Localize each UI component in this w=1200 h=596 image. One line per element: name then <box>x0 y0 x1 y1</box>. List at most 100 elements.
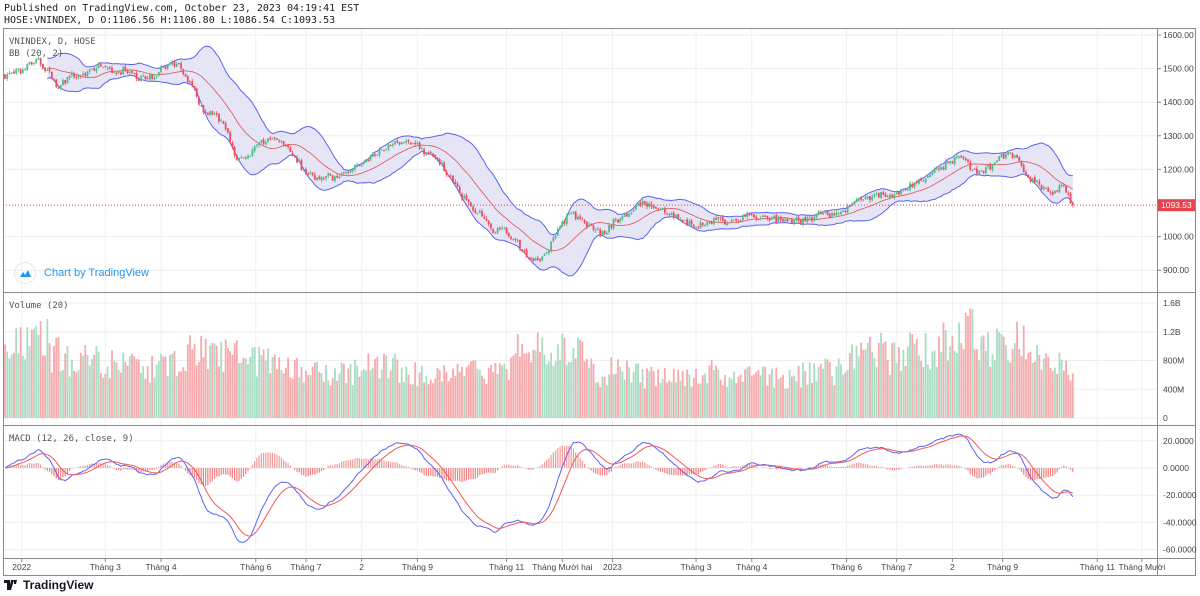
candle <box>891 194 894 197</box>
tradingview-watermark[interactable]: Chart by TradingView <box>14 262 149 284</box>
macd-histogram-bar <box>37 462 40 468</box>
volume-bar <box>929 369 932 418</box>
candle <box>1000 154 1003 157</box>
candle <box>4 74 6 79</box>
candle <box>62 80 64 86</box>
macd-histogram-bar <box>998 466 1000 468</box>
candle <box>708 221 711 223</box>
candle <box>490 223 492 229</box>
candle <box>376 154 379 156</box>
candle <box>844 210 847 213</box>
volume-bar <box>924 332 927 418</box>
volume-bar <box>148 382 151 418</box>
volume-bar <box>619 366 622 418</box>
candle <box>162 66 165 68</box>
macd-histogram-bar <box>949 464 951 468</box>
volume-bar <box>603 376 606 418</box>
volume-bar <box>1031 362 1034 418</box>
macd-histogram-bar <box>849 465 851 468</box>
macd-histogram-bar <box>577 455 579 468</box>
published-info: Published on TradingView.com, October 23… <box>4 3 360 14</box>
macd-histogram-bar <box>191 468 193 477</box>
volume-bar <box>1045 353 1047 418</box>
macd-axis-label: 0.0000 <box>1163 463 1189 473</box>
macd-histogram-bar <box>927 465 929 468</box>
volume-bar <box>307 375 310 418</box>
volume-bar <box>409 384 412 418</box>
volume-bar <box>289 377 292 418</box>
macd-histogram-bar <box>383 460 385 468</box>
macd-histogram-bar <box>1038 468 1040 479</box>
candle <box>523 250 526 252</box>
volume-bar <box>559 359 561 418</box>
candle <box>989 164 992 170</box>
volume-bar <box>846 369 849 418</box>
macd-histogram-bar <box>153 468 155 470</box>
macd-histogram-bar <box>659 468 661 472</box>
candle <box>235 155 238 160</box>
macd-histogram-bar <box>780 468 782 470</box>
candle <box>955 156 958 158</box>
macd-histogram-bar <box>996 468 998 469</box>
candle <box>173 61 176 67</box>
volume-bar <box>271 356 274 418</box>
volume-bar <box>41 355 44 418</box>
candle <box>875 193 878 195</box>
macd-histogram-bar <box>818 464 820 468</box>
macd-histogram-bar <box>579 458 581 468</box>
tradingview-logo[interactable]: TradingView <box>4 578 93 592</box>
macd-histogram-bar <box>862 463 864 468</box>
macd-histogram-bar <box>15 464 17 468</box>
volume-bar <box>445 372 448 418</box>
volume-bar <box>427 384 430 418</box>
volume-bar <box>795 381 798 418</box>
candles <box>4 56 1074 263</box>
macd-histogram-bar <box>149 468 151 470</box>
price-axis-label: 1000.00 <box>1163 232 1194 242</box>
volume-bar <box>873 358 876 418</box>
volume-bar <box>365 370 368 418</box>
time-axis-label: Tháng 4 <box>145 562 176 572</box>
macd-histogram-bar <box>236 468 238 482</box>
macd-histogram-bar <box>113 468 115 469</box>
logo-text: TradingView <box>23 578 94 592</box>
candle <box>347 172 350 174</box>
candle <box>155 76 158 77</box>
macd-histogram-bar <box>666 468 668 474</box>
candle <box>28 62 31 65</box>
volume-bar <box>322 381 325 418</box>
volume-bar <box>1011 348 1014 418</box>
volume-bar <box>327 380 330 418</box>
volume-bar <box>672 368 675 418</box>
volume-bar <box>33 328 35 418</box>
volume-bar <box>394 353 397 418</box>
volume-bar <box>514 353 517 418</box>
macd-histogram-bar <box>102 463 104 468</box>
macd-histogram-bar <box>160 464 162 468</box>
volume-bar <box>708 365 711 418</box>
candle <box>1029 177 1032 182</box>
macd-histogram-bar <box>664 468 666 474</box>
candle <box>258 142 261 146</box>
candle <box>610 225 613 228</box>
candle <box>166 64 169 69</box>
volume-bar <box>309 375 312 418</box>
macd-histogram-bar <box>847 465 849 468</box>
volume-bar <box>186 344 189 418</box>
volume-bar <box>26 327 29 418</box>
candle <box>962 157 965 159</box>
macd-histogram-bar <box>557 448 559 468</box>
macd-histogram-bar <box>138 468 140 473</box>
macd-histogram-bar <box>213 468 216 479</box>
volume-bar <box>710 360 713 418</box>
macd-histogram-bar <box>900 468 902 469</box>
volume-bar <box>28 346 31 418</box>
volume-bar <box>425 376 428 418</box>
volume-bar <box>331 378 334 418</box>
macd-histogram-bar <box>983 468 985 478</box>
candle <box>931 172 934 175</box>
candle <box>909 183 911 190</box>
volume-bar <box>864 349 867 418</box>
macd-histogram-bar <box>184 468 187 471</box>
